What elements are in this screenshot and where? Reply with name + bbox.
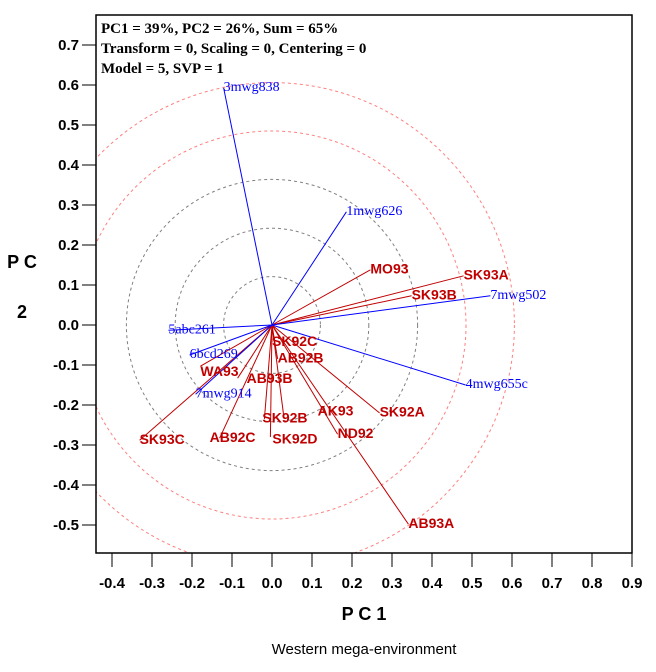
- genotype-label-SK93C: SK93C: [140, 431, 185, 447]
- environment-label-1mwg626: 1mwg626: [346, 204, 402, 219]
- genotype-vector-SK92D: [269, 324, 273, 438]
- genotype-label-SK92A: SK92A: [380, 404, 425, 420]
- genotype-vector-AB92C: [219, 324, 273, 439]
- environment-vector-3mwg838: [223, 87, 273, 326]
- genotype-vector-SK93B: [271, 295, 412, 326]
- x-tick-label: 0.6: [502, 575, 523, 592]
- genotype-label-WA93: WA93: [200, 363, 238, 379]
- circle-5: [96, 82, 515, 553]
- info-line-2: Transform = 0, Scaling = 0, Centering = …: [101, 41, 366, 57]
- genotype-label-SK93A: SK93A: [464, 267, 509, 283]
- genotype-label-AB92B: AB92B: [278, 350, 324, 366]
- y-tick-label: -0.4: [53, 477, 80, 494]
- genotype-label-MO93: MO93: [370, 261, 408, 277]
- y-tick-label: 0.2: [58, 237, 79, 254]
- genotype-label-AK93: AK93: [318, 403, 354, 419]
- x-tick-label: 0.4: [422, 575, 444, 592]
- genotype-label-SK93B: SK93B: [412, 287, 457, 303]
- environment-vector-5abc261: [168, 324, 273, 331]
- environment-vector-7mwg502: [271, 295, 491, 326]
- genotype-vector-AB93A: [271, 324, 409, 525]
- y-axis-label-line-2: 2: [17, 302, 27, 322]
- y-axis-label-line-1: P C: [7, 252, 37, 272]
- vectors: [139, 87, 491, 525]
- environment-label-7mwg914: 7mwg914: [196, 386, 252, 401]
- x-tick-label: 0.1: [302, 575, 323, 592]
- environment-label-3mwg838: 3mwg838: [224, 80, 280, 95]
- x-tick-label: -0.3: [139, 575, 165, 592]
- genotype-vector-SK93A: [271, 275, 464, 326]
- circle-2: [174, 227, 370, 423]
- genotype-vector-AB93B: [237, 324, 273, 379]
- genotype-label-AB93B: AB93B: [247, 370, 293, 386]
- y-tick-label: 0.1: [58, 277, 79, 294]
- genotype-label-SK92D: SK92D: [272, 431, 317, 447]
- circle-4: [96, 130, 467, 520]
- x-tick-label: -0.4: [99, 575, 126, 592]
- axes: -0.4 -0.3 -0.2 -0.1 0.0 0.1 0.2 0.3 0.4 0.5 0.6 0.7…: [53, 37, 642, 592]
- x-tick-label: 0.8: [582, 575, 603, 592]
- info-line-3: Model = 5, SVP = 1: [101, 61, 224, 77]
- genotype-vector-MO93: [271, 269, 371, 326]
- y-tick-label: 0.5: [58, 117, 79, 134]
- genotype-vector-WA93: [200, 324, 273, 367]
- y-tick-label: -0.3: [53, 437, 79, 454]
- x-tick-label: 0.2: [342, 575, 363, 592]
- environment-vector-7mwg914: [195, 324, 273, 395]
- y-tick-label: -0.1: [53, 357, 79, 374]
- environment-label-5abc261: 5abc261: [168, 322, 215, 337]
- y-tick-label: -0.2: [53, 397, 79, 414]
- genotype-label-ND92: ND92: [338, 425, 374, 441]
- genotype-label-SK92C: SK92C: [272, 333, 317, 349]
- environment-vector-1mwg626: [271, 211, 347, 326]
- x-tick-label: 0.9: [622, 575, 643, 592]
- genotype-vector-SK93C: [139, 324, 273, 441]
- x-tick-label: 0.7: [542, 575, 563, 592]
- environment-vector-6bcd269: [189, 324, 273, 356]
- genotype-vector-ND92: [271, 324, 339, 435]
- genotype-vector-SK92A: [271, 324, 380, 414]
- x-tick-label: 0.5: [462, 575, 483, 592]
- y-tick-label: 0.4: [58, 157, 80, 174]
- info-line-1: PC1 = 39%, PC2 = 26%, Sum = 65%: [101, 21, 338, 37]
- genotype-label-AB93A: AB93A: [408, 515, 454, 531]
- x-tick-label: 0.0: [262, 575, 283, 592]
- genotype-label-SK92B: SK92B: [262, 410, 307, 426]
- genotype-vector-SK92B: [263, 324, 273, 420]
- x-tick-label: -0.2: [179, 575, 205, 592]
- environment-label-6bcd269: 6bcd269: [190, 347, 238, 362]
- concentric-circles: [96, 82, 515, 553]
- x-tick-label: 0.3: [382, 575, 403, 592]
- y-tick-label: 0.6: [58, 77, 79, 94]
- y-tick-label: 0.0: [58, 317, 79, 334]
- genotype-vector-AK93: [271, 324, 285, 416]
- circle-1: [223, 276, 321, 374]
- circle-3: [125, 178, 419, 472]
- y-tick-label: -0.5: [53, 517, 79, 534]
- environment-label-4mwg655c: 4mwg655c: [466, 377, 528, 392]
- x-tick-label: -0.1: [219, 575, 245, 592]
- plot-frame: [95, 14, 633, 554]
- y-tick-label: 0.7: [58, 37, 79, 54]
- genotype-label-AB92C: AB92C: [210, 429, 256, 445]
- chart-subtitle: Western mega-environment: [272, 641, 458, 658]
- x-axis-label: P C 1: [342, 604, 387, 624]
- y-tick-label: 0.3: [58, 197, 79, 214]
- environment-label-7mwg502: 7mwg502: [490, 288, 546, 303]
- environment-vector-4mwg655c: [271, 324, 466, 386]
